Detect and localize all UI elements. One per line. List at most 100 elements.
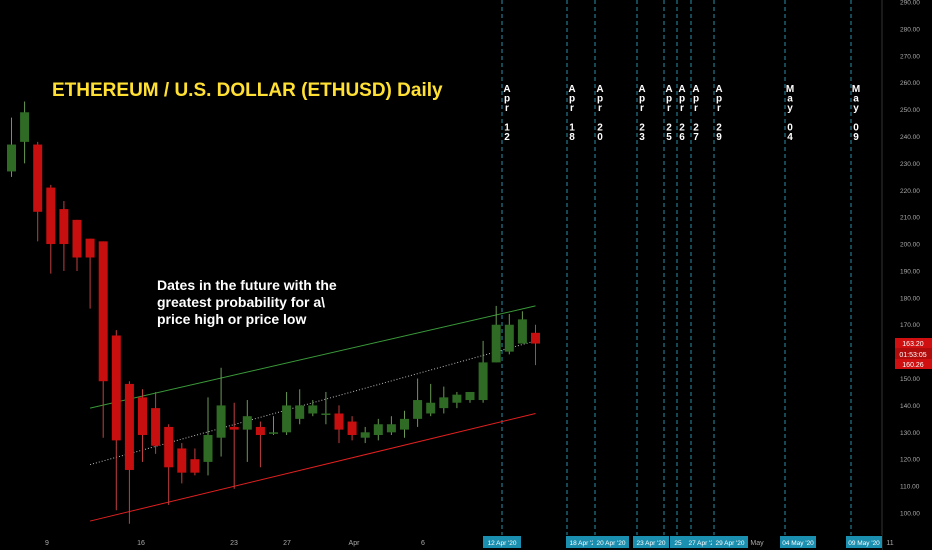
time-axis-date-tag xyxy=(633,536,669,548)
time-axis-date-tag-label: 12 Apr '20 xyxy=(487,540,516,547)
time-axis-tick-label: 27 xyxy=(283,540,291,547)
time-axis-date-tag-label: 04 May '20 xyxy=(782,540,814,547)
future-date-char: 1 xyxy=(569,122,575,133)
future-date-char: 8 xyxy=(569,132,575,143)
price-axis-tick-label: 250.00 xyxy=(900,107,920,114)
countdown-tag xyxy=(895,348,932,359)
candle-body xyxy=(255,426,265,436)
candle-body xyxy=(504,324,514,352)
price-axis-tick-label: 210.00 xyxy=(900,215,920,222)
price-axis-tick-label: 180.00 xyxy=(900,295,920,302)
candle-body xyxy=(164,426,174,468)
candle-body xyxy=(190,459,200,473)
annotation-line: Dates in the future with the xyxy=(157,277,337,293)
last-price-low-tag xyxy=(895,359,932,369)
future-date-char: r xyxy=(598,103,602,114)
channel-line-lower xyxy=(89,413,536,522)
candle-body xyxy=(491,324,501,363)
candle-body xyxy=(400,418,409,430)
future-date-char: p xyxy=(679,94,685,105)
future-date-char: 2 xyxy=(693,122,699,133)
candle-body xyxy=(98,241,108,382)
future-date-char: r xyxy=(694,103,698,114)
candle-body xyxy=(216,405,226,438)
candle-body xyxy=(33,144,43,212)
time-axis-tick-label: 9 xyxy=(45,540,49,547)
annotation-line: price high or price low xyxy=(157,311,307,327)
time-axis-date-tag-label: 20 Apr '20 xyxy=(596,540,625,547)
future-date-char: 5 xyxy=(666,132,672,143)
candle-body xyxy=(138,397,147,436)
annotation-text: Dates in the future with the greatest pr… xyxy=(157,277,387,328)
future-date-char: 0 xyxy=(787,122,793,133)
future-date-char: 3 xyxy=(639,132,645,143)
candlestick-series xyxy=(7,101,540,524)
future-date-char: A xyxy=(638,84,645,95)
candle-body xyxy=(452,394,462,403)
future-date-char: a xyxy=(787,94,793,105)
future-date-char: p xyxy=(597,94,603,105)
countdown-label: 01:53:05 xyxy=(899,352,926,359)
candle-body xyxy=(229,426,239,430)
future-date-char: p xyxy=(716,94,722,105)
time-axis-month-label: May xyxy=(750,540,764,547)
last-price-low-label: 160.26 xyxy=(902,362,924,369)
future-date-char: 2 xyxy=(679,122,685,133)
future-date-char: 2 xyxy=(639,122,645,133)
future-date-char: A xyxy=(568,84,575,95)
time-axis-date-tag xyxy=(846,536,882,548)
time-axis-date-tag-label: 29 Apr '20 xyxy=(715,540,744,547)
future-date-vertical-labels: Apr12Apr18Apr20Apr23Apr25Apr26Apr27Apr29… xyxy=(503,84,860,143)
candle-body xyxy=(360,432,370,438)
time-axis-date-tag-label: 18 Apr '20 xyxy=(569,540,598,547)
future-date-char: 9 xyxy=(853,132,859,143)
future-date-char: p xyxy=(666,94,672,105)
time-axis-date-tag xyxy=(686,536,720,548)
future-date-char: 9 xyxy=(716,132,722,143)
candle-body xyxy=(347,421,357,436)
future-date-char: r xyxy=(717,103,721,114)
candle-body xyxy=(321,413,331,415)
price-axis-tick-label: 140.00 xyxy=(900,403,920,410)
future-date-char: 0 xyxy=(853,122,859,133)
future-date-char: p xyxy=(639,94,645,105)
future-date-char: 2 xyxy=(666,122,672,133)
time-axis-date-tag xyxy=(593,536,629,548)
candle-body xyxy=(517,319,527,344)
chart-title: ETHEREUM / U.S. DOLLAR (ETHUSD) Daily xyxy=(52,80,443,101)
candle-body xyxy=(46,187,56,245)
future-date-char: M xyxy=(786,84,794,95)
future-date-char: A xyxy=(665,84,672,95)
time-axis-tick-label: Apr xyxy=(349,540,361,547)
last-price-high-tag xyxy=(895,338,932,348)
time-axis-tick-label: 6 xyxy=(421,540,425,547)
time-axis-date-tag-label: 25 xyxy=(674,540,682,547)
candle-body xyxy=(373,424,383,436)
future-date-char: p xyxy=(693,94,699,105)
future-date-char: A xyxy=(678,84,685,95)
price-axis-tick-label: 280.00 xyxy=(900,26,920,33)
future-date-char: r xyxy=(570,103,574,114)
price-axis-tick-label: 100.00 xyxy=(900,511,920,518)
future-date-char: 2 xyxy=(597,122,603,133)
price-axis-tick-label: 270.00 xyxy=(900,53,920,60)
candle-body xyxy=(151,408,161,446)
price-axis-tick-label: 230.00 xyxy=(900,161,920,168)
price-axis-tick-label: 190.00 xyxy=(900,268,920,275)
future-date-char: p xyxy=(569,94,575,105)
candle-body xyxy=(203,435,213,462)
price-axis-tick-label: 220.00 xyxy=(900,188,920,195)
last-price-tags: 163.20 01:53:05 160.26 xyxy=(895,338,932,369)
future-date-char: a xyxy=(853,94,859,105)
future-date-char: A xyxy=(715,84,722,95)
time-axis-date-tag xyxy=(712,536,748,548)
candle-body xyxy=(72,219,82,258)
price-axis-tick-label: 110.00 xyxy=(900,484,920,491)
candle-body xyxy=(465,391,475,401)
future-date-char: 1 xyxy=(504,122,510,133)
time-axis-date-tag xyxy=(780,536,816,548)
future-date-char: 6 xyxy=(679,132,685,143)
